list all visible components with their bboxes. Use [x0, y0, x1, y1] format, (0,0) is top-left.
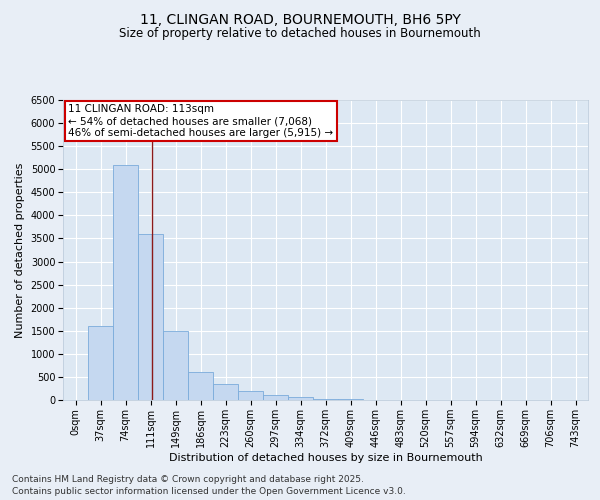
Bar — [88, 326, 113, 400]
Bar — [238, 391, 263, 400]
Bar — [313, 398, 338, 400]
Bar — [263, 396, 288, 400]
Bar — [138, 234, 163, 400]
Text: 11 CLINGAN ROAD: 113sqm
← 54% of detached houses are smaller (7,068)
46% of semi: 11 CLINGAN ROAD: 113sqm ← 54% of detache… — [68, 104, 334, 138]
X-axis label: Distribution of detached houses by size in Bournemouth: Distribution of detached houses by size … — [169, 452, 482, 462]
Text: Size of property relative to detached houses in Bournemouth: Size of property relative to detached ho… — [119, 28, 481, 40]
Text: Contains public sector information licensed under the Open Government Licence v3: Contains public sector information licen… — [12, 487, 406, 496]
Bar — [288, 397, 313, 400]
Text: 11, CLINGAN ROAD, BOURNEMOUTH, BH6 5PY: 11, CLINGAN ROAD, BOURNEMOUTH, BH6 5PY — [140, 12, 460, 26]
Bar — [213, 384, 238, 400]
Y-axis label: Number of detached properties: Number of detached properties — [15, 162, 25, 338]
Bar — [113, 164, 138, 400]
Bar — [188, 372, 213, 400]
Bar — [163, 331, 188, 400]
Text: Contains HM Land Registry data © Crown copyright and database right 2025.: Contains HM Land Registry data © Crown c… — [12, 475, 364, 484]
